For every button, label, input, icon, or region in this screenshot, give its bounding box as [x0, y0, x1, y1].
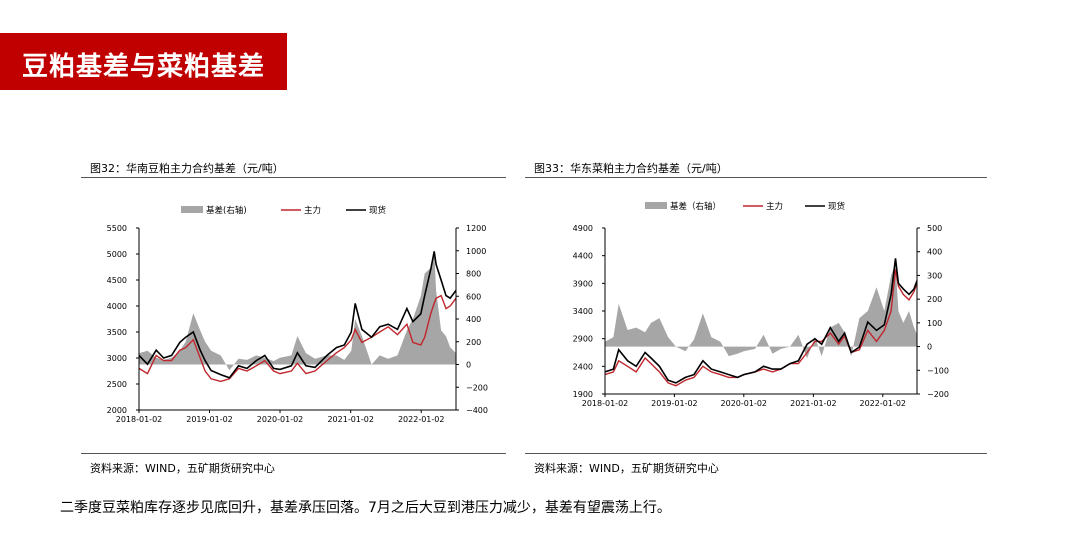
y-right-tick-label: −100	[927, 366, 949, 375]
chart-svg-fig33: 1900 2400 2900 3400 3900 4400 4900 −200 −100 0 100…	[573, 201, 949, 408]
chart-title: 图32：华南豆粕主力合约基差（元/吨）	[90, 162, 284, 175]
chart-source: 资料来源：WIND，五矿期货研究中心	[90, 462, 275, 475]
section-title: 豆粕基差与菜粕基差	[22, 52, 266, 82]
y-right-tick-label: 0	[466, 361, 471, 370]
x-tick-label: 2018-01-02	[582, 399, 629, 408]
panel-bottom-rule	[81, 453, 506, 454]
y-left-tick-label: 2500	[107, 380, 127, 389]
y-right-tick-label: −400	[466, 406, 488, 415]
y-right-tick-label: 600	[466, 292, 481, 301]
y-left-tick-label: 4500	[107, 276, 127, 285]
chart-panel-fig33: 图33：华东菜粕主力合约基差（元/吨） 1900 2400 2900 3400 3900…	[525, 150, 987, 480]
x-tick-label: 2022-01-02	[860, 399, 907, 408]
y-left-tick-label: 2400	[573, 362, 593, 371]
y-left-tick-label: 2000	[107, 406, 127, 415]
basis-area	[605, 263, 917, 359]
y-left-tick-label: 1900	[573, 390, 593, 399]
y-right-tick-label: 500	[927, 224, 942, 233]
y-right-tick-label: −200	[466, 383, 488, 392]
y-left-tick-label: 3000	[107, 354, 127, 363]
y-left-tick-label: 3400	[573, 307, 593, 316]
chart-svg-fig32: 20002500300035004000450050005500−400−200…	[107, 205, 488, 424]
x-tick-label: 2019-01-02	[186, 415, 233, 424]
y-left-tick-label: 5000	[107, 250, 127, 259]
y-right-tick-label: 400	[466, 315, 481, 324]
x-tick-label: 2020-01-02	[721, 399, 768, 408]
y-right-tick-label: −200	[927, 390, 949, 399]
futures-line	[604, 269, 918, 387]
y-right-tick-label: 400	[927, 248, 942, 257]
legend-basis-label: 基差（右轴）	[670, 201, 721, 212]
futures-line	[138, 294, 457, 383]
legend-basis-swatch	[645, 202, 667, 209]
y-right-tick-label: 1200	[466, 224, 486, 233]
y-right-tick-label: 1000	[466, 247, 486, 256]
basis-area	[139, 250, 456, 371]
y-left-tick-label: 4900	[573, 224, 593, 233]
x-tick-label: 2018-01-02	[116, 415, 163, 424]
y-right-tick-label: 200	[466, 338, 481, 347]
x-tick-label: 2022-01-02	[398, 415, 445, 424]
y-left-tick-label: 4400	[573, 252, 593, 261]
chart-panel-fig32: 图32：华南豆粕主力合约基差（元/吨） 2000 2500 3000 3500 4000…	[81, 150, 506, 480]
x-tick-label: 2020-01-02	[257, 415, 304, 424]
panel-bottom-rule	[525, 453, 987, 454]
y-left-tick-label: 5500	[107, 224, 127, 233]
legend-futures-label: 主力	[304, 205, 321, 216]
spot-line	[604, 258, 918, 384]
y-right-tick-label: 300	[927, 271, 942, 280]
y-left-tick-label: 3900	[573, 279, 593, 288]
y-left-tick-label: 4000	[107, 302, 127, 311]
panel-top-rule	[81, 177, 506, 178]
legend-basis-label: 基差(右轴)	[206, 205, 247, 216]
legend-futures-label: 主力	[766, 201, 783, 212]
x-tick-label: 2021-01-02	[790, 399, 837, 408]
y-right-tick-label: 100	[927, 319, 942, 328]
chart-source: 资料来源：WIND，五矿期货研究中心	[534, 462, 719, 475]
summary-caption: 二季度豆菜粕库存逐步见底回升，基差承压回落。7月之后大豆到港压力减少，基差有望震…	[60, 500, 671, 516]
x-tick-label: 2021-01-02	[327, 415, 374, 424]
section-title-banner: 豆粕基差与菜粕基差	[0, 33, 287, 90]
y-right-tick-label: 0	[927, 343, 932, 352]
x-tick-label: 2019-01-02	[651, 399, 698, 408]
legend-spot-label: 现货	[828, 201, 846, 212]
y-left-tick-label: 2900	[573, 335, 593, 344]
panel-top-rule	[525, 177, 987, 178]
chart-title: 图33：华东菜粕主力合约基差（元/吨）	[534, 162, 728, 175]
y-right-tick-label: 800	[466, 270, 481, 279]
spot-line	[138, 251, 457, 379]
legend-spot-label: 现货	[369, 205, 387, 216]
legend-basis-swatch	[181, 206, 203, 213]
y-right-tick-label: 200	[927, 295, 942, 304]
y-left-tick-label: 3500	[107, 328, 127, 337]
